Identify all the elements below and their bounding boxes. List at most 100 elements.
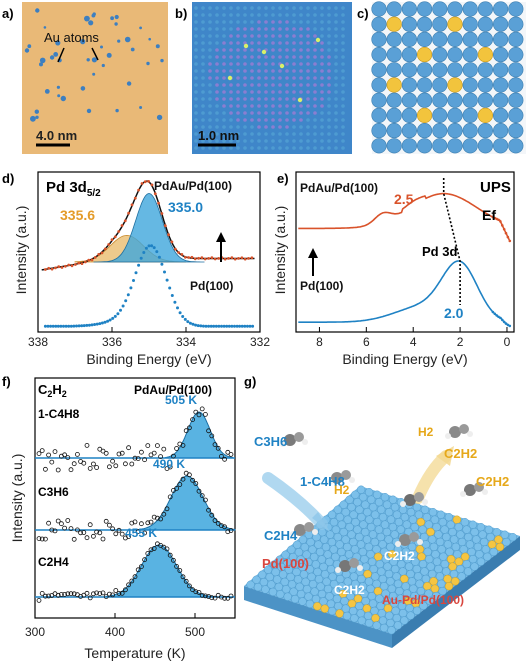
data-point bbox=[193, 589, 199, 595]
lattice-atom bbox=[236, 41, 240, 45]
data-point bbox=[153, 192, 157, 196]
data-point bbox=[39, 536, 45, 542]
lattice-atom bbox=[215, 34, 219, 38]
pd-atom bbox=[371, 62, 387, 78]
lattice-atom bbox=[285, 20, 289, 24]
lattice-atom bbox=[208, 20, 212, 24]
lattice-atom bbox=[278, 125, 282, 129]
lattice-atom bbox=[320, 132, 324, 136]
lattice-atom bbox=[327, 48, 331, 52]
lattice-atom bbox=[320, 90, 324, 94]
pd-atom bbox=[484, 525, 494, 534]
pd-atom bbox=[440, 559, 449, 569]
data-point bbox=[180, 574, 186, 580]
lattice-atom bbox=[222, 125, 226, 129]
data-point bbox=[145, 520, 151, 526]
pd-atom bbox=[435, 572, 445, 581]
pd-atom bbox=[508, 92, 524, 108]
lattice-atom bbox=[285, 111, 289, 115]
data-point bbox=[213, 257, 217, 261]
data-point bbox=[64, 264, 67, 268]
data-point bbox=[124, 299, 128, 303]
pd-atom bbox=[371, 107, 387, 123]
lattice-atom bbox=[229, 48, 233, 52]
lattice-atom bbox=[341, 97, 345, 101]
lattice-atom bbox=[320, 48, 324, 52]
lattice-atom bbox=[215, 125, 219, 129]
data-point bbox=[197, 256, 201, 260]
pd-atom bbox=[406, 611, 415, 620]
lattice-atom bbox=[229, 41, 233, 45]
data-point bbox=[108, 318, 112, 322]
pd-atom bbox=[462, 92, 478, 108]
data-point bbox=[103, 247, 107, 251]
lattice-atom bbox=[208, 139, 212, 143]
pd-atom bbox=[457, 537, 467, 547]
lattice-atom bbox=[299, 104, 303, 108]
data-point bbox=[123, 587, 128, 593]
peak-label-335-6: 335.6 bbox=[60, 207, 95, 223]
pd-atom bbox=[386, 92, 402, 108]
lattice-atom bbox=[257, 83, 261, 87]
pd-atom bbox=[417, 77, 433, 93]
data-point bbox=[77, 324, 81, 328]
data-point bbox=[74, 263, 77, 266]
lattice-atom bbox=[334, 62, 338, 66]
lattice-atom bbox=[327, 55, 331, 59]
lattice-atom bbox=[292, 69, 296, 73]
molecule-labels: C3H61-C4H8H2H2C2H2C2H2C2H4C2H2C2H2Pd(100… bbox=[254, 425, 509, 607]
lattice-atom bbox=[306, 6, 310, 10]
lattice-atom bbox=[194, 34, 198, 38]
data-point bbox=[142, 530, 148, 536]
au-atom-spot bbox=[30, 115, 36, 122]
pd-atom bbox=[385, 611, 394, 620]
data-point bbox=[129, 578, 135, 584]
lattice-atom bbox=[215, 118, 219, 122]
label-aupd: Au-Pd/Pd(100) bbox=[382, 593, 464, 607]
lattice-atom bbox=[299, 41, 303, 45]
lattice-atom bbox=[222, 83, 226, 87]
data-point bbox=[154, 443, 160, 449]
lattice-atom bbox=[327, 27, 331, 31]
lattice-atom bbox=[285, 13, 289, 17]
data-point bbox=[167, 464, 173, 470]
pd-atom bbox=[401, 77, 418, 93]
au-atom bbox=[444, 582, 454, 591]
lattice-atom bbox=[257, 76, 261, 80]
lattice-atom bbox=[250, 139, 254, 143]
pd-atom bbox=[493, 107, 509, 123]
lattice-atom bbox=[320, 13, 324, 17]
title-c2h2-f: C2H2 bbox=[38, 382, 67, 399]
trace-label: 1-C4H8 bbox=[38, 407, 80, 421]
pd-atom bbox=[477, 1, 494, 17]
data-point bbox=[94, 465, 99, 470]
lattice-atom bbox=[292, 118, 296, 122]
lattice-atom bbox=[194, 48, 198, 52]
lattice-atom bbox=[194, 83, 198, 87]
pd-atom bbox=[432, 557, 442, 566]
data-point bbox=[46, 593, 51, 599]
lattice-atom bbox=[194, 62, 198, 66]
lattice-atom bbox=[327, 34, 331, 38]
scale-label-a: 4.0 nm bbox=[36, 128, 77, 143]
pd-atom bbox=[417, 1, 433, 17]
lattice-atom bbox=[194, 20, 198, 24]
data-point bbox=[138, 564, 144, 569]
pd-atom bbox=[351, 490, 360, 499]
data-point bbox=[203, 257, 207, 261]
data-point bbox=[150, 244, 154, 248]
lattice-atom bbox=[299, 48, 303, 52]
panel-label-b: b) bbox=[175, 6, 187, 21]
molecule-hydrogen bbox=[417, 539, 423, 545]
series-line-pd100-ups bbox=[298, 260, 510, 327]
title-ups: UPS bbox=[480, 179, 511, 196]
data-point bbox=[49, 527, 55, 533]
series-points-pdau-ups bbox=[491, 215, 512, 243]
data-point bbox=[210, 256, 214, 260]
data-point bbox=[152, 246, 156, 250]
data-point bbox=[113, 235, 117, 239]
pd-atom bbox=[451, 542, 460, 552]
lattice-atom bbox=[201, 27, 205, 31]
pd-atom bbox=[393, 621, 403, 630]
pd-atom bbox=[371, 92, 387, 108]
